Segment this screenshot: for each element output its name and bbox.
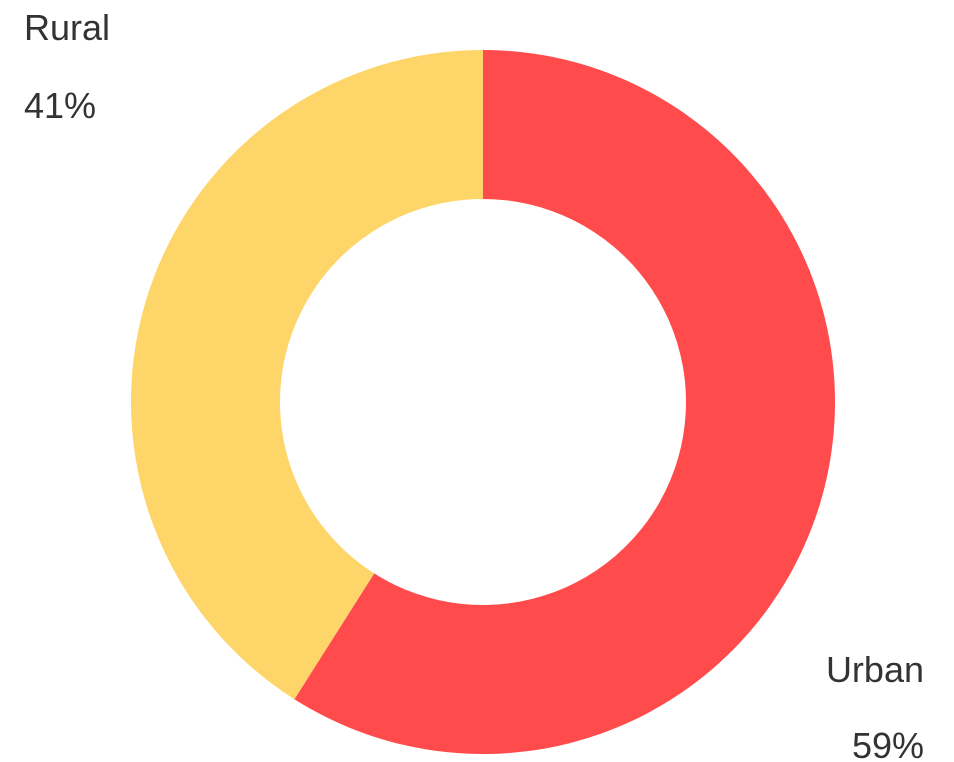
slice-rural [131, 50, 484, 700]
chart-slices [131, 50, 835, 755]
chart-labels: Urban 59% Rural 41% [24, 7, 924, 762]
slice-label-rural: Rural [24, 7, 110, 48]
slice-urban [294, 50, 835, 755]
slice-value-rural: 41% [24, 85, 96, 126]
slice-label-urban: Urban [826, 649, 924, 690]
slice-value-urban: 59% [852, 725, 924, 762]
